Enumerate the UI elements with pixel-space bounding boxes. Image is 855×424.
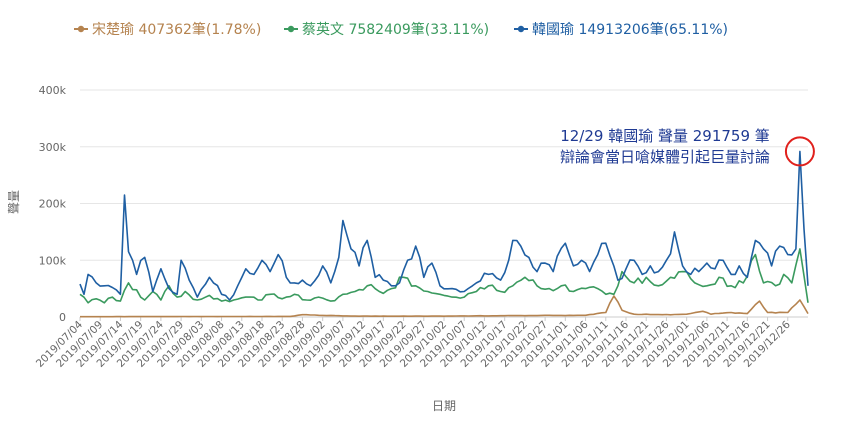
legend-marker-2 <box>287 25 295 33</box>
legend-marker-3 <box>517 25 525 33</box>
legend-item-1[interactable]: 宋楚瑜 407362筆(1.78%) <box>92 22 261 38</box>
annotation: 12/29 韓國瑜 聲量 291759 筆 辯論會當日嗆媒體引起巨量討論 <box>560 127 815 167</box>
y-axis-ticks: 0 100k 200k 300k 400k <box>39 84 67 324</box>
series-lines <box>79 150 809 318</box>
series-line-3 <box>79 150 809 301</box>
y-tick-label-0: 0 <box>59 311 66 324</box>
legend-item-3[interactable]: 韓國瑜 14913206筆(65.11%) <box>532 22 728 38</box>
annotation-line-2: 辯論會當日嗆媒體引起巨量討論 <box>560 148 770 166</box>
annotation-line-1: 12/29 韓國瑜 聲量 291759 筆 <box>560 127 770 145</box>
legend-marker-1 <box>77 25 85 33</box>
y-axis-title: 聲量 <box>6 190 21 214</box>
y-tick-label-1: 100k <box>39 254 67 267</box>
peak-highlight-circle <box>784 136 815 167</box>
y-tick-label-4: 400k <box>39 84 67 97</box>
x-axis-ticks: 2019/07/042019/07/092019/07/142019/07/19… <box>34 317 793 370</box>
series-line-1 <box>80 295 809 318</box>
x-axis-title: 日期 <box>432 399 456 413</box>
series-line-2 <box>79 248 809 304</box>
y-tick-label-3: 300k <box>39 141 67 154</box>
grid-lines <box>80 89 808 318</box>
y-tick-label-2: 200k <box>39 198 67 211</box>
legend-item-2[interactable]: 蔡英文 7582409筆(33.11%) <box>302 21 489 38</box>
legend: 宋楚瑜 407362筆(1.78%) 蔡英文 7582409筆(33.11%) 韓國… <box>74 21 728 38</box>
